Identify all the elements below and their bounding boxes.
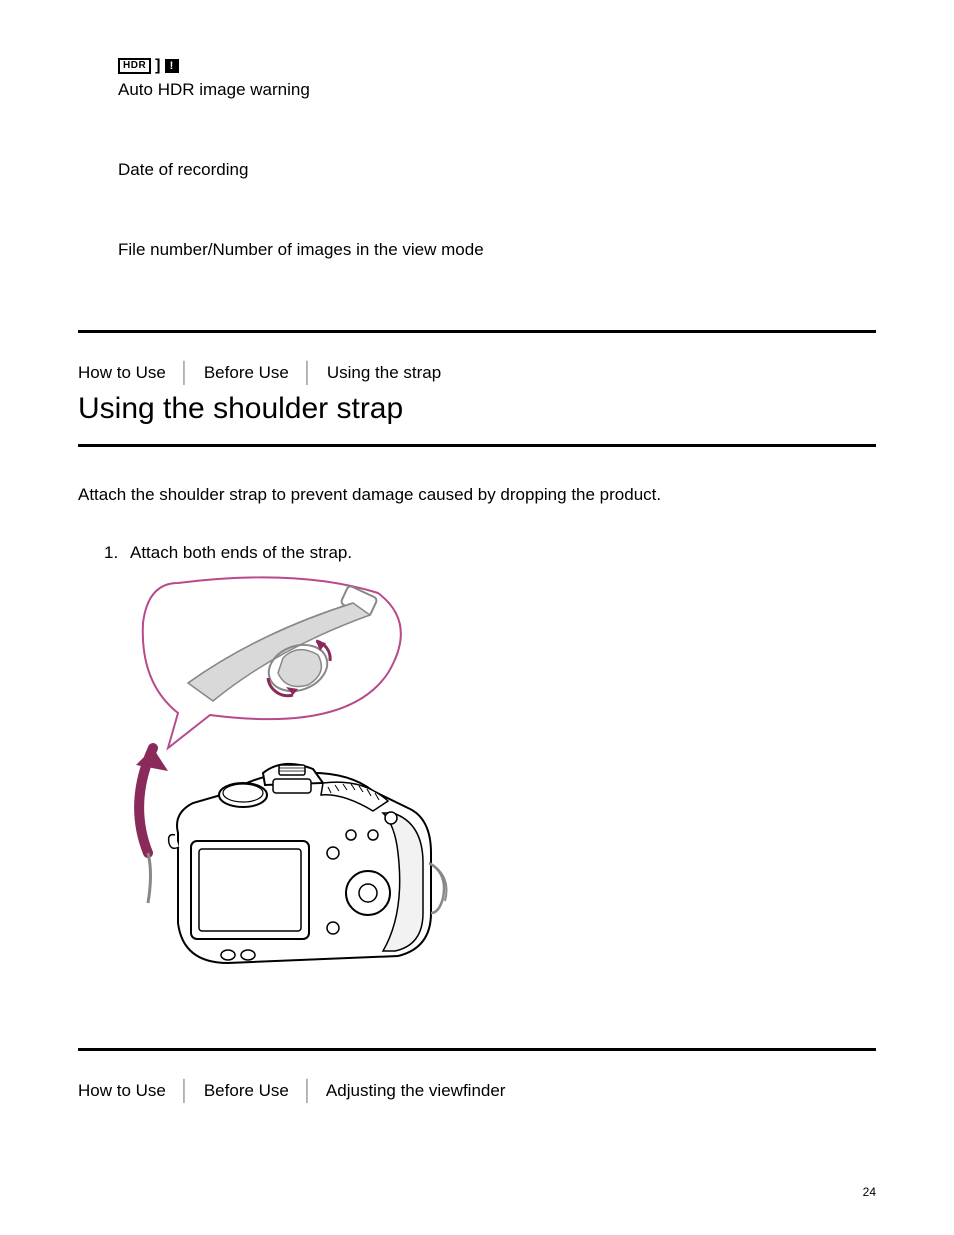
section-intro: Attach the shoulder strap to prevent dam…: [78, 485, 876, 505]
strap-figure: [118, 573, 876, 988]
breadcrumb: How to Use │ Before Use │ Adjusting the …: [78, 1079, 876, 1102]
exclamation-icon: !: [165, 59, 179, 73]
breadcrumb-item: How to Use: [78, 1081, 166, 1100]
hdr-warning-text: Auto HDR image warning: [118, 80, 876, 100]
section-divider-bottom: [78, 444, 876, 447]
step-number: 1.: [104, 543, 130, 563]
document-page: HDR ] ! Auto HDR image warning Date of r…: [0, 0, 954, 1235]
section-divider-top: [78, 330, 876, 333]
breadcrumb-item: Before Use: [204, 363, 289, 382]
section-title: Using the shoulder strap: [78, 392, 876, 426]
breadcrumb-sep-icon: │: [179, 1080, 192, 1102]
section-divider-top: [78, 1048, 876, 1051]
breadcrumb-sep-icon: │: [302, 362, 315, 384]
breadcrumb-item: How to Use: [78, 363, 166, 382]
hdr-icon: HDR ] !: [118, 58, 876, 74]
step-item: 1. Attach both ends of the strap.: [104, 543, 876, 563]
step-text: Attach both ends of the strap.: [130, 543, 352, 563]
breadcrumb-item: Using the strap: [327, 363, 441, 382]
hdr-badge: HDR: [118, 58, 151, 74]
bracket-icon: ]: [155, 58, 160, 74]
breadcrumb-item: Adjusting the viewfinder: [326, 1081, 506, 1100]
date-recording-text: Date of recording: [118, 160, 876, 180]
camera-strap-illustration: [118, 573, 448, 983]
breadcrumb: How to Use │ Before Use │ Using the stra…: [78, 361, 876, 384]
ordered-steps: 1. Attach both ends of the strap.: [104, 543, 876, 563]
file-number-text: File number/Number of images in the view…: [118, 240, 876, 260]
breadcrumb-sep-icon: │: [179, 362, 192, 384]
breadcrumb-item: Before Use: [204, 1081, 289, 1100]
page-number: 24: [863, 1185, 876, 1199]
breadcrumb-sep-icon: │: [302, 1080, 315, 1102]
